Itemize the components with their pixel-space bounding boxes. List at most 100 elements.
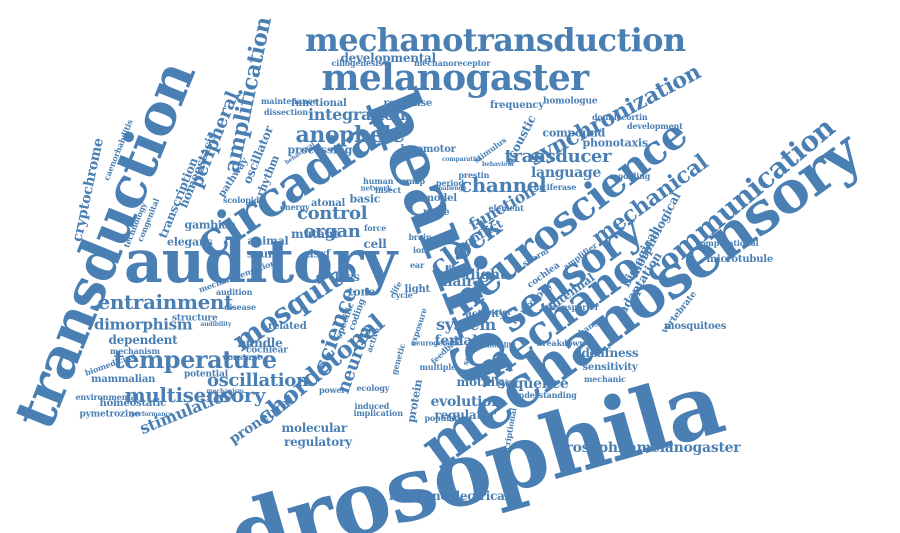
cloud-word: developmental — [340, 51, 437, 65]
cloud-word: organ — [303, 221, 361, 242]
cloud-word: mobility — [484, 340, 516, 350]
cloud-word: anophele — [295, 122, 406, 148]
cloud-word: vector — [484, 307, 512, 317]
cloud-word: animal — [247, 234, 289, 248]
cloud-word: audibility — [200, 321, 232, 328]
cloud-word: regulatory — [284, 435, 352, 449]
cloud-word: breakdown — [537, 338, 585, 348]
cloud-word: scolopidia — [223, 195, 267, 205]
cloud-word: mechanotransduction — [305, 21, 686, 59]
cloud-word: bundle — [237, 336, 283, 350]
cloud-word: model — [423, 193, 458, 204]
cloud-word: system — [436, 315, 496, 334]
cloud-word: induced — [354, 401, 390, 411]
cloud-word: prestin — [458, 170, 490, 180]
cloud-word: flight — [464, 267, 507, 283]
cloud-word: element — [488, 203, 524, 213]
cloud-word: compound — [542, 126, 606, 140]
cloud-word: female — [434, 333, 487, 349]
cloud-word: frequency — [490, 100, 544, 111]
cloud-word: disease — [224, 302, 256, 312]
cloud-word: functional — [291, 98, 347, 109]
cloud-word: mechanic — [584, 374, 626, 384]
cloud-word: dissection — [264, 107, 308, 117]
cloud-word: evolution — [430, 394, 502, 410]
cloud-word: regulator — [434, 408, 496, 422]
cloud-word: human — [363, 176, 394, 186]
cloud-word: elegans — [167, 235, 213, 249]
cloud-word: control — [297, 203, 368, 224]
cloud-word: sensitivity — [582, 362, 638, 373]
cloud-word: molecular — [281, 421, 348, 435]
cloud-word: atonal — [311, 198, 346, 209]
cloud-word: light — [404, 284, 431, 295]
cloud-word: processing — [287, 143, 353, 157]
cloud-word: doublecortin — [592, 112, 648, 122]
cloud-word: development — [627, 121, 683, 131]
cloud-word: audition — [216, 287, 253, 297]
cloud-word: mechanism — [110, 346, 160, 356]
cloud-word: network — [360, 183, 392, 193]
cloud-word: homologue — [543, 96, 598, 107]
cloud-word: comparative — [442, 156, 483, 163]
cloud-word: population — [424, 413, 472, 423]
cloud-word: energy — [280, 202, 310, 212]
cloud-word: gambiae — [184, 218, 236, 232]
cloud-word: related — [268, 321, 307, 332]
cloud-word: time — [445, 263, 465, 273]
cloud-word: basic — [349, 192, 381, 206]
cloud-word: behaviour — [482, 161, 515, 168]
cloud-word: language — [531, 165, 602, 181]
cloud-word: neurogenetic — [411, 338, 462, 348]
cloud-word: cmap — [401, 176, 426, 186]
cloud-word: mammalian — [91, 374, 156, 385]
cloud-word: sound — [247, 247, 284, 261]
cloud-word: channel — [460, 173, 547, 197]
cloud-word: cycle — [391, 290, 413, 300]
cloud-word: multiple — [419, 362, 457, 372]
cloud-word: ear — [410, 260, 425, 270]
cloud-word: ion — [413, 245, 427, 255]
cloud-word: motility — [456, 375, 508, 389]
cloud-word: auditory — [124, 227, 397, 297]
cloud-word: locomotor — [400, 144, 456, 155]
cloud-word: power — [319, 385, 346, 395]
cloud-word: insect — [375, 185, 402, 195]
cloud-word: sequence — [497, 376, 569, 392]
cloud-word: maintenance — [261, 96, 318, 106]
cloud-word: potential — [184, 369, 228, 380]
cloud-word: modeling — [609, 171, 651, 181]
cloud-word: force — [364, 223, 387, 233]
cloud-word: dsxf — [306, 247, 331, 261]
cloud-word: mosquitoes — [664, 321, 727, 332]
cloud-word: constant — [223, 352, 261, 362]
cloud-word: deafness — [581, 346, 639, 360]
cloud-word: mechanoelectrical — [389, 489, 509, 503]
cloud-word: cochlear — [246, 345, 288, 356]
cloud-word: period — [436, 178, 464, 188]
cloud-word: oscillation — [207, 370, 309, 391]
cloud-word: cell — [363, 237, 387, 251]
cloud-word: challenge — [435, 185, 467, 192]
cloud-word: ecology — [356, 383, 390, 393]
cloud-word: dependent — [108, 333, 178, 347]
cloud-word: homeostatic — [99, 398, 167, 409]
cloud-word: brain — [408, 232, 432, 242]
cloud-word: response — [383, 98, 433, 109]
cloud-word: dimorphism — [94, 315, 193, 334]
cloud-word: male — [423, 207, 450, 218]
cloud-word: loss — [334, 270, 360, 284]
cloud-word: hair — [442, 274, 474, 290]
cloud-word: temperature — [113, 345, 278, 374]
cloud-word: transducer — [504, 146, 612, 167]
cloud-word: ciliogenesis — [331, 58, 383, 68]
cloud-word: computational — [695, 238, 759, 248]
cloud-word: genetic — [388, 342, 408, 376]
cloud-word: pymetrozine — [79, 409, 141, 420]
cloud-word: tone — [348, 285, 376, 299]
cloud-word: multisensory — [124, 383, 266, 407]
cloud-word: melanogaster — [321, 57, 590, 99]
cloud-word: microtubule — [706, 254, 774, 265]
cloud-word: activity — [465, 309, 506, 320]
